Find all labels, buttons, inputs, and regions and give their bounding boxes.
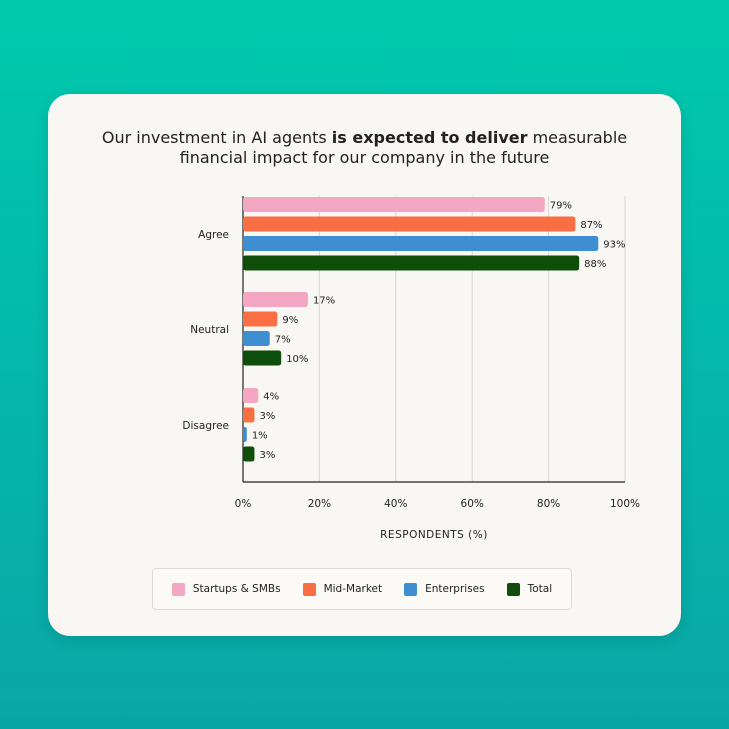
x-tick-label: 0% <box>235 498 252 510</box>
title-line1-bold: is expected to deliver <box>331 128 528 147</box>
bar <box>243 446 255 462</box>
data-label: 10% <box>286 354 308 365</box>
bar <box>243 236 599 251</box>
data-label: 9% <box>282 315 298 326</box>
data-label: 87% <box>580 220 602 231</box>
legend-label: Enterprises <box>425 583 485 595</box>
chart-card: Our investment in AI agents is expected … <box>48 94 681 636</box>
legend-item: Total <box>506 582 553 596</box>
chart-legend: Startups & SMBs Mid-Market Enterprises Tota… <box>152 568 572 610</box>
title-line1-start: Our investment in AI agents <box>101 128 332 147</box>
legend-item: Mid-Market <box>302 582 383 596</box>
bar <box>243 350 282 366</box>
bar <box>243 388 259 403</box>
title-line2: financial impact for our company in the … <box>179 148 550 167</box>
bar <box>243 292 308 307</box>
bar <box>243 255 580 271</box>
data-label: 1% <box>252 431 268 442</box>
category-label: Disagree <box>182 420 229 432</box>
data-label: 3% <box>259 450 275 461</box>
x-axis-title: RESPONDENTS (%) <box>380 529 488 541</box>
legend-swatch <box>302 582 316 596</box>
legend-label: Startups & SMBs <box>192 583 281 595</box>
bar <box>243 331 270 346</box>
legend-swatch <box>506 582 520 596</box>
legend-item: Startups & SMBs <box>171 582 281 596</box>
bar <box>243 407 255 423</box>
data-label: 79% <box>550 201 572 212</box>
title-line1-end: measurable <box>527 128 628 147</box>
data-label: 17% <box>313 296 335 307</box>
category-label: Agree <box>198 229 229 241</box>
bar-chart: 0% 20% 40% 60% 80% 100% Agree 79% 87%93% 88% Neutr… <box>182 196 640 541</box>
category-label: Neutral <box>190 324 229 336</box>
bar <box>243 427 247 442</box>
x-tick-label: 20% <box>308 498 331 510</box>
legend-swatch <box>171 582 185 596</box>
bar <box>243 197 545 212</box>
data-label: 4% <box>263 392 279 403</box>
legend-label: Total <box>527 583 553 595</box>
legend-swatch <box>404 582 418 596</box>
data-label: 88% <box>584 259 606 270</box>
data-label: 7% <box>275 335 291 346</box>
x-tick-label: 100% <box>610 498 640 510</box>
legend-item: Enterprises <box>404 582 485 596</box>
bar <box>243 216 576 232</box>
bar <box>243 311 278 327</box>
legend-label: Mid-Market <box>323 583 383 595</box>
data-label: 3% <box>259 411 275 422</box>
chart-title: Our investment in AI agents is expected … <box>48 128 681 168</box>
x-tick-label: 80% <box>537 498 560 510</box>
data-label: 93% <box>603 240 625 251</box>
x-tick-label: 60% <box>461 498 484 510</box>
x-tick-label: 40% <box>384 498 407 510</box>
